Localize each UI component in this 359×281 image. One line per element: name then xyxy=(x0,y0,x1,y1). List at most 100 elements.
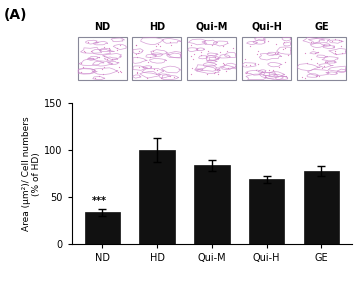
Point xyxy=(106,46,112,51)
Bar xyxy=(303,171,339,244)
Point xyxy=(338,44,344,48)
Point xyxy=(323,60,328,64)
Point xyxy=(205,72,210,76)
Point xyxy=(155,42,161,46)
Point xyxy=(78,70,84,74)
Point xyxy=(321,64,327,69)
Point xyxy=(165,51,171,56)
Point xyxy=(281,39,286,44)
Point xyxy=(134,71,140,75)
Point xyxy=(243,57,248,61)
Point xyxy=(140,65,146,69)
Point xyxy=(117,69,122,74)
Point xyxy=(134,69,140,74)
Point xyxy=(333,52,339,56)
Point xyxy=(144,75,150,80)
Point xyxy=(118,70,123,75)
Point xyxy=(212,70,218,74)
Point xyxy=(221,62,227,67)
Point xyxy=(244,70,250,74)
Point xyxy=(302,51,308,56)
Point xyxy=(78,60,84,65)
Point xyxy=(92,75,98,80)
Point xyxy=(283,73,289,78)
Point xyxy=(274,41,279,46)
Point xyxy=(114,48,120,53)
Point xyxy=(101,44,106,49)
Point xyxy=(88,49,94,53)
Point xyxy=(99,66,104,71)
FancyBboxPatch shape xyxy=(187,37,236,80)
Point xyxy=(104,57,110,62)
Point xyxy=(198,53,204,58)
Point xyxy=(136,48,142,53)
Text: GE: GE xyxy=(314,22,329,32)
Text: ***: *** xyxy=(92,196,107,206)
Point xyxy=(216,68,222,72)
Point xyxy=(272,51,278,55)
Point xyxy=(332,50,337,55)
Point xyxy=(308,40,313,44)
Point xyxy=(209,42,215,47)
Point xyxy=(192,51,197,56)
Point xyxy=(304,61,309,65)
Point xyxy=(338,39,344,44)
FancyBboxPatch shape xyxy=(78,37,127,80)
Point xyxy=(316,73,322,78)
Point xyxy=(224,49,230,54)
Bar xyxy=(84,212,120,244)
Point xyxy=(280,46,286,51)
Point xyxy=(168,74,173,78)
Point xyxy=(314,61,320,66)
Point xyxy=(230,46,236,50)
Point xyxy=(133,42,139,47)
Point xyxy=(308,57,314,62)
Point xyxy=(254,52,260,56)
Point xyxy=(171,75,177,80)
Point xyxy=(114,46,120,50)
Point xyxy=(133,52,139,56)
Point xyxy=(188,43,194,48)
Point xyxy=(80,64,86,69)
Point xyxy=(282,59,288,64)
Point xyxy=(154,67,160,72)
Point xyxy=(85,40,90,45)
Point xyxy=(215,72,221,76)
Point xyxy=(109,56,115,61)
Text: HD: HD xyxy=(149,22,165,32)
Point xyxy=(147,55,153,60)
Point xyxy=(262,75,267,80)
FancyBboxPatch shape xyxy=(242,37,291,80)
Point xyxy=(157,44,163,49)
Point xyxy=(101,71,106,76)
Point xyxy=(225,66,230,70)
Point xyxy=(96,73,102,78)
Point xyxy=(312,50,318,55)
Point xyxy=(266,68,272,72)
Y-axis label: Area (μm²)/ Cell numbers
(% of HD): Area (μm²)/ Cell numbers (% of HD) xyxy=(22,116,42,231)
Point xyxy=(275,50,281,54)
Point xyxy=(255,48,261,53)
Point xyxy=(223,69,228,73)
Point xyxy=(145,60,151,65)
Point xyxy=(211,71,216,75)
Point xyxy=(198,50,204,54)
Point xyxy=(329,39,335,44)
Point xyxy=(247,63,253,68)
Point xyxy=(188,54,194,59)
Point xyxy=(256,62,261,66)
Point xyxy=(340,51,345,55)
Point xyxy=(117,42,122,47)
Point xyxy=(309,47,315,51)
Point xyxy=(116,65,121,70)
Point xyxy=(332,37,338,41)
Point xyxy=(313,73,319,78)
Point xyxy=(153,44,159,48)
Point xyxy=(253,68,259,72)
Point xyxy=(150,49,156,53)
Point xyxy=(213,67,218,72)
Text: (A): (A) xyxy=(4,8,27,22)
Bar xyxy=(194,165,230,244)
Point xyxy=(247,44,253,48)
Point xyxy=(299,74,305,79)
